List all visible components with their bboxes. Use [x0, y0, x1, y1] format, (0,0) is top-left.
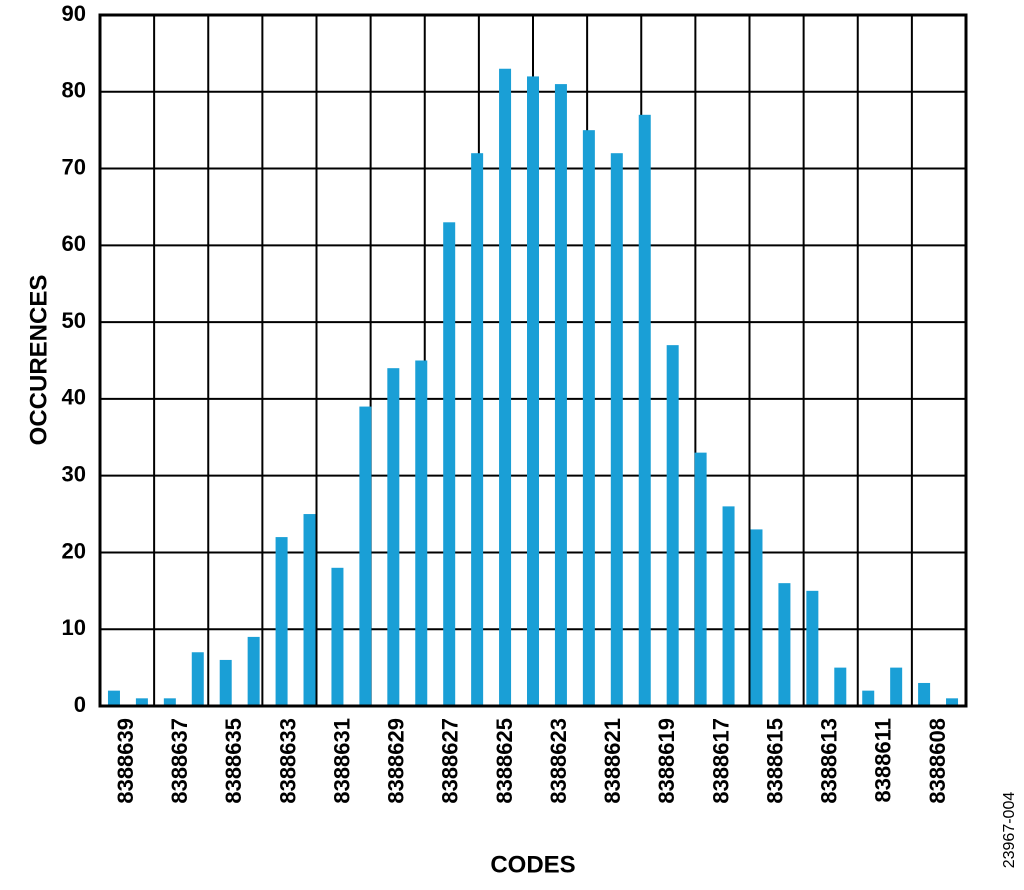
- bar: [890, 667, 903, 706]
- bar: [107, 690, 120, 706]
- x-tick-label: 8388635: [221, 718, 246, 804]
- bar: [331, 567, 344, 706]
- x-tick-label: 8388608: [925, 718, 950, 804]
- bar: [806, 590, 819, 706]
- y-tick-label: 60: [62, 231, 86, 256]
- y-tick-label: 40: [62, 385, 86, 410]
- bar: [415, 360, 428, 706]
- bar: [527, 76, 539, 706]
- x-tick-label: 8388631: [329, 718, 354, 804]
- bar: [582, 130, 595, 706]
- x-tick-label: 8388629: [384, 718, 409, 804]
- bar: [750, 529, 763, 706]
- x-tick-label: 8388619: [654, 718, 679, 804]
- bar: [666, 345, 679, 706]
- y-tick-label: 90: [62, 1, 86, 26]
- x-axis-label: CODES: [490, 851, 575, 878]
- bar: [834, 667, 847, 706]
- x-tick-label: 8388637: [167, 718, 192, 804]
- y-tick-label: 10: [62, 615, 86, 640]
- y-tick-label: 80: [62, 78, 86, 103]
- bar: [247, 636, 260, 706]
- bar: [191, 652, 204, 706]
- y-tick-label: 20: [62, 538, 86, 563]
- bar: [862, 690, 875, 706]
- x-tick-label: 8388633: [275, 718, 300, 804]
- bar: [135, 698, 148, 706]
- bar: [554, 84, 567, 707]
- x-tick-label: 8388625: [492, 718, 517, 804]
- x-tick-label: 8388621: [600, 718, 625, 804]
- x-tick-label: 8388615: [762, 718, 787, 804]
- bar: [918, 682, 931, 706]
- bar: [443, 222, 456, 707]
- bar: [946, 698, 959, 706]
- bar: [359, 406, 372, 706]
- y-axis-label: OCCURENCES: [25, 275, 52, 446]
- x-tick-label: 8388639: [113, 718, 138, 804]
- figure-id: 23967-004: [1001, 792, 1018, 869]
- bar: [499, 68, 512, 706]
- y-tick-label: 30: [62, 461, 86, 486]
- bar: [471, 153, 484, 706]
- bar: [163, 698, 176, 706]
- x-tick-label: 8388613: [817, 718, 842, 804]
- bar: [638, 114, 651, 707]
- y-tick-label: 70: [62, 154, 86, 179]
- bar: [219, 659, 232, 706]
- y-tick-label: 0: [74, 692, 86, 717]
- x-tick-label: 8388611: [871, 718, 896, 802]
- x-tick-label: 8388627: [438, 718, 463, 804]
- bar: [303, 514, 316, 706]
- bar: [387, 368, 400, 706]
- x-tick-label: 8388623: [546, 718, 571, 804]
- y-tick-label: 50: [62, 308, 86, 333]
- bar: [694, 452, 707, 706]
- bar: [610, 153, 623, 706]
- plot-frame: [98, 13, 968, 708]
- bar: [275, 537, 288, 706]
- bar: [778, 583, 791, 706]
- x-tick-label: 8388617: [708, 718, 733, 804]
- bar: [722, 506, 735, 706]
